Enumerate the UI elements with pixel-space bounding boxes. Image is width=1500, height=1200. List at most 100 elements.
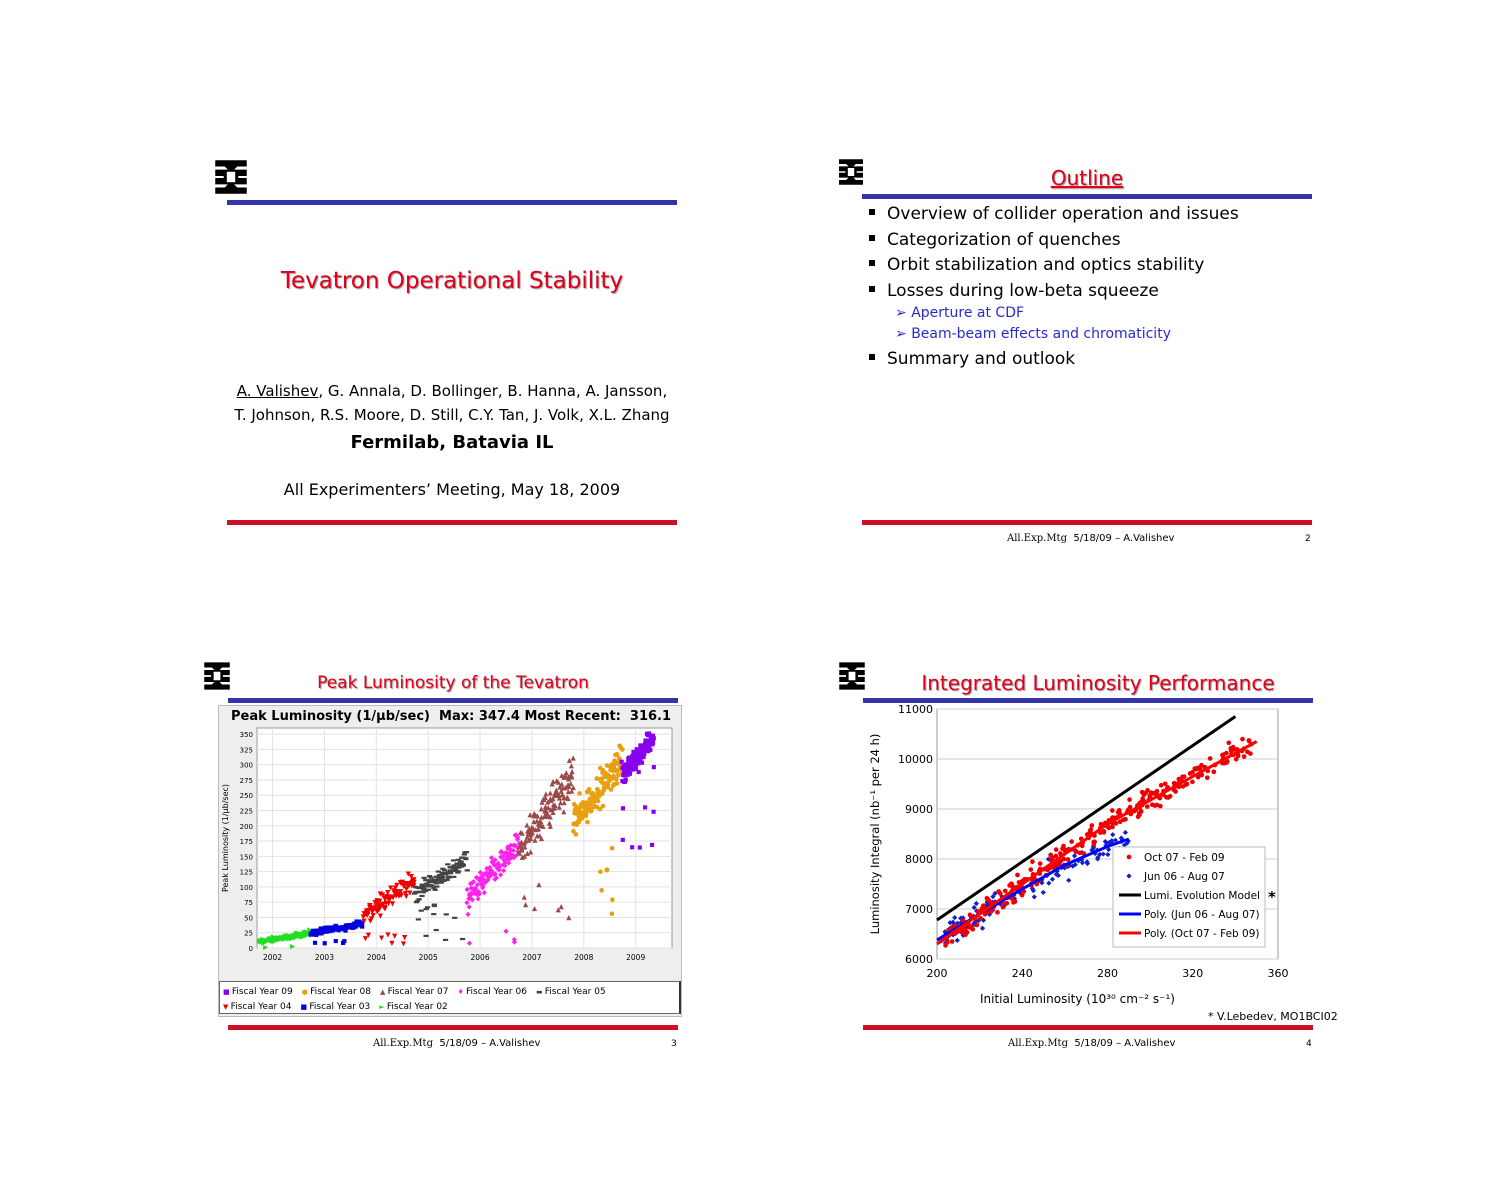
data-point (531, 905, 538, 912)
data-point (464, 869, 470, 872)
data-point (432, 888, 438, 891)
data-point (637, 845, 642, 850)
data-point (634, 762, 639, 767)
data-point (372, 905, 378, 912)
page-number: 4 (1306, 1039, 1312, 1049)
y-tick-label: 10000 (898, 753, 933, 766)
data-point (1053, 871, 1059, 877)
data-point (650, 740, 656, 745)
data-point (547, 790, 553, 796)
data-point (636, 761, 641, 766)
legend-marker: ▼ (223, 1003, 231, 1011)
data-point (431, 903, 437, 906)
x-tick-label: 200 (927, 967, 948, 980)
data-point (1101, 829, 1107, 835)
x-tick-label: 2003 (315, 953, 334, 962)
bullet-5: Summary and outlook (869, 349, 1075, 369)
data-point (1049, 876, 1056, 882)
data-point (628, 763, 633, 768)
data-point (524, 850, 530, 856)
data-point (1072, 861, 1078, 868)
arrow-icon: ➢ (895, 326, 912, 342)
data-point (1220, 752, 1225, 758)
data-point (447, 872, 453, 875)
data-point (620, 747, 625, 752)
data-point (1183, 782, 1189, 787)
data-point (423, 908, 429, 911)
data-point (630, 845, 635, 850)
data-point (423, 889, 429, 892)
data-point (585, 819, 590, 825)
co-authors: , G. Annala, D. Bollinger, B. Hanna, A. … (318, 382, 668, 400)
data-point (460, 864, 466, 868)
arrow-icon: ➢ (895, 305, 912, 321)
data-point (1190, 779, 1195, 785)
data-point (636, 769, 641, 775)
data-point (1109, 808, 1115, 813)
data-point (1031, 894, 1037, 900)
bottom-rule-red (862, 520, 1312, 525)
data-point (545, 799, 551, 805)
slide-1: Tevatron Operational Stability A. Valish… (210, 150, 870, 570)
data-point (1138, 809, 1144, 814)
slide-2: Outline Overview of collider operation a… (835, 150, 1495, 570)
bullet-2: Categorization of quenches (869, 230, 1121, 250)
data-point (1079, 860, 1086, 866)
data-point (334, 924, 339, 929)
data-point (508, 847, 514, 853)
y-tick-label: 75 (244, 899, 253, 907)
y-tick-label: 350 (240, 731, 253, 739)
data-point (650, 842, 655, 847)
data-point (378, 935, 385, 941)
y-tick-label: 7000 (905, 903, 933, 916)
data-point (451, 864, 457, 867)
data-point (379, 892, 386, 898)
data-point (402, 890, 409, 897)
data-point (1110, 832, 1116, 838)
data-point (455, 870, 462, 873)
series-line (936, 740, 1258, 946)
data-point (411, 879, 417, 885)
data-point (436, 879, 442, 882)
data-point (1004, 900, 1010, 906)
y-tick-label: 9000 (905, 803, 933, 816)
legend-entry: ♦ Fiscal Year 06 (458, 987, 527, 997)
data-point (442, 938, 449, 942)
data-point (561, 800, 567, 806)
data-point (1104, 840, 1110, 846)
data-point (623, 777, 628, 783)
data-point (453, 869, 459, 873)
data-point (943, 943, 948, 948)
data-point (627, 771, 633, 776)
data-point (536, 882, 542, 888)
data-point (558, 903, 564, 910)
data-point (583, 813, 589, 819)
y-tick-label: 11000 (898, 703, 933, 716)
plot-area (256, 727, 673, 949)
bullet-3: Orbit stabilization and optics stability (869, 255, 1204, 275)
data-point (369, 909, 375, 915)
data-point (461, 853, 467, 856)
data-point (570, 784, 576, 791)
y-tick-label: 250 (240, 792, 253, 800)
data-point (522, 844, 528, 850)
data-point (431, 886, 437, 889)
data-point (1115, 810, 1121, 815)
data-point (566, 757, 573, 764)
data-point (415, 918, 421, 921)
data-point (551, 804, 558, 811)
data-point (1002, 888, 1008, 894)
data-point (318, 926, 323, 931)
data-point (989, 908, 994, 914)
page-number: 3 (671, 1039, 677, 1049)
data-point (561, 809, 567, 815)
data-point (1122, 829, 1128, 836)
x-tick-label: 320 (1182, 967, 1203, 980)
data-point (1091, 845, 1097, 851)
data-point (643, 805, 648, 810)
data-point (604, 867, 610, 873)
data-point (623, 773, 628, 778)
data-point (609, 911, 615, 917)
data-point (534, 813, 541, 819)
subbullet-2: ➢ Beam-beam effects and chromaticity (895, 326, 1171, 342)
